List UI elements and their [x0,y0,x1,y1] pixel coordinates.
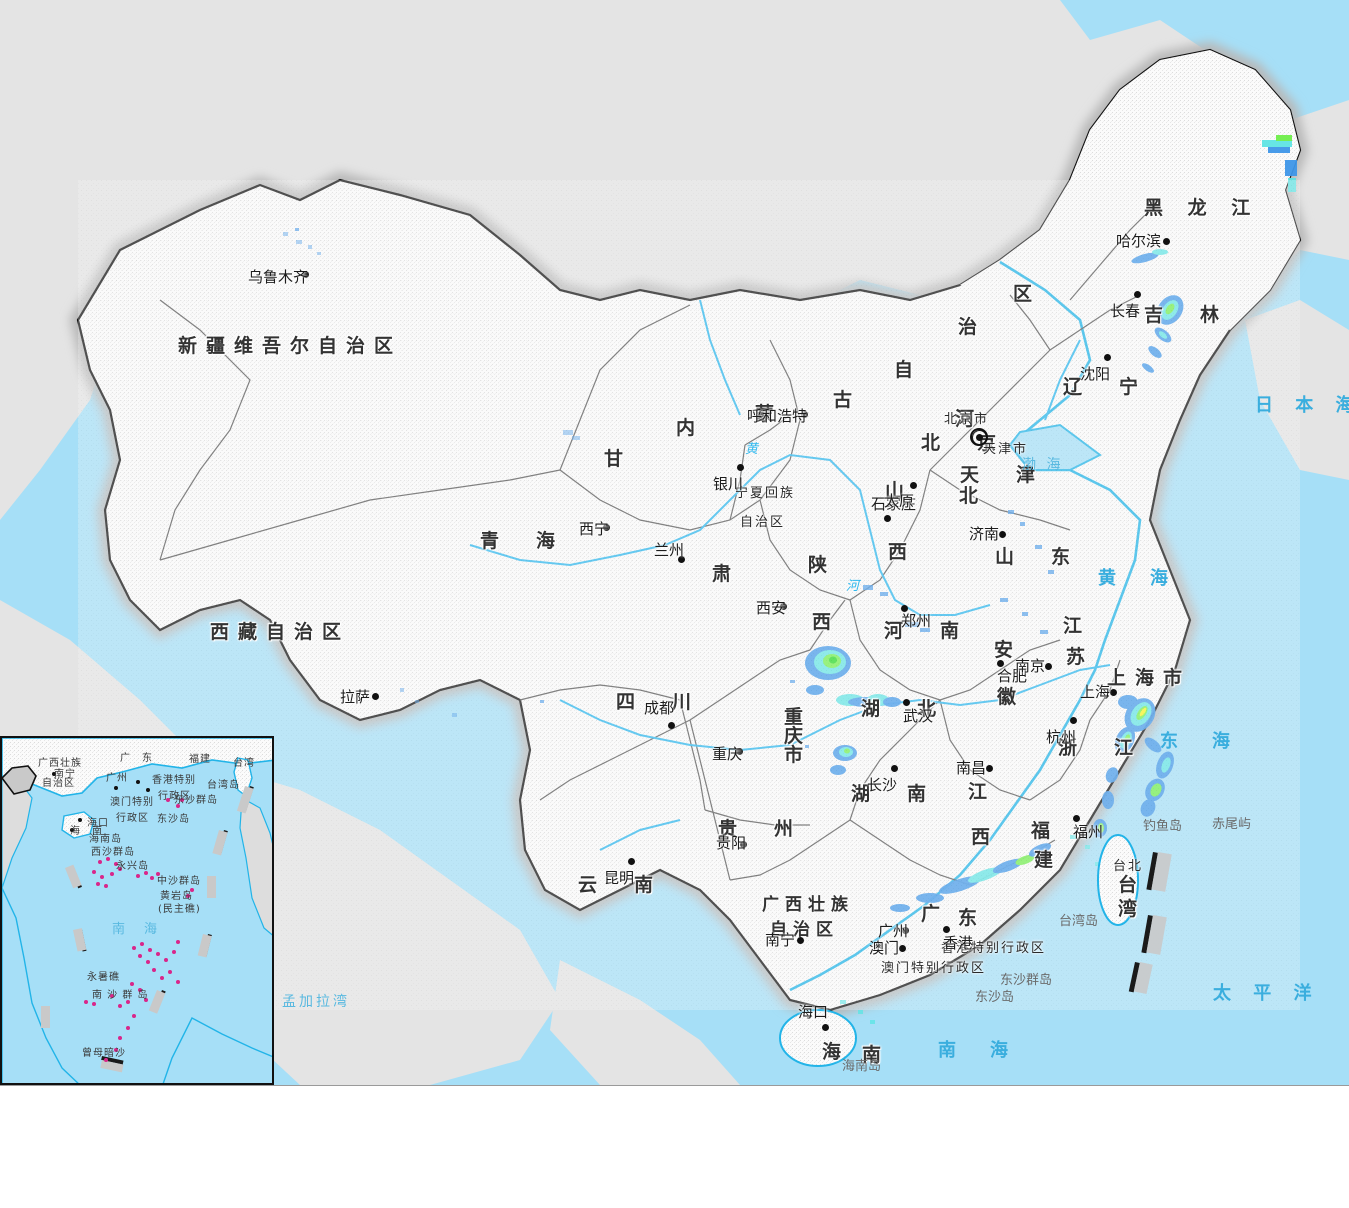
inset-svg [2,738,272,1083]
city-dot [901,605,908,612]
city-dot [884,515,891,522]
south-china-sea-inset[interactable]: 广西壮族 自治区 南宁广 东广州 福建 台湾 香港特别 行政区 澳门特别 行政区 台湾岛 东沙群岛东… [0,736,274,1085]
taiwan-island [1097,834,1139,926]
city-dot [1073,815,1080,822]
city-dot [801,411,808,418]
city-dot [986,765,993,772]
city-dot [302,271,309,278]
city-dot [822,1024,829,1031]
city-dot [1163,238,1170,245]
city-dot [899,945,906,952]
city-dot [603,524,610,531]
city-dot [678,556,685,563]
city-dot [737,464,744,471]
map-canvas[interactable]: 新疆维吾尔自治区 西藏自治区青 海四 川云 南甘肃陕西内蒙古自治区黑 龙 江吉 林… [0,0,1349,1085]
city-dot [372,693,379,700]
city-dot [668,722,675,729]
nine-dash-line-main [1128,852,1158,993]
city-dot [1045,663,1052,670]
city-dot [628,858,635,865]
ground-clutter [78,180,1300,1010]
city-dot [943,926,950,933]
city-dot [1104,354,1111,361]
city-dot [903,699,910,706]
city-dot [999,531,1006,538]
city-dot [997,660,1004,667]
city-dot [736,748,743,755]
city-dot [891,765,898,772]
capital-marker-beijing [970,428,988,446]
city-dot [740,841,747,848]
hainan-island [779,1009,857,1067]
city-dot [780,603,787,610]
city-dot [1134,291,1141,298]
city-dot [1070,717,1077,724]
city-dot [797,937,804,944]
legend-panel: 全国雷达拼图 [2024-12-25 14:00:00] [ 组合反射率 ] d… [0,1085,1349,1208]
city-dot [910,482,917,489]
china-map-svg [0,0,1349,1085]
city-dot [902,927,909,934]
city-dot [1110,689,1117,696]
